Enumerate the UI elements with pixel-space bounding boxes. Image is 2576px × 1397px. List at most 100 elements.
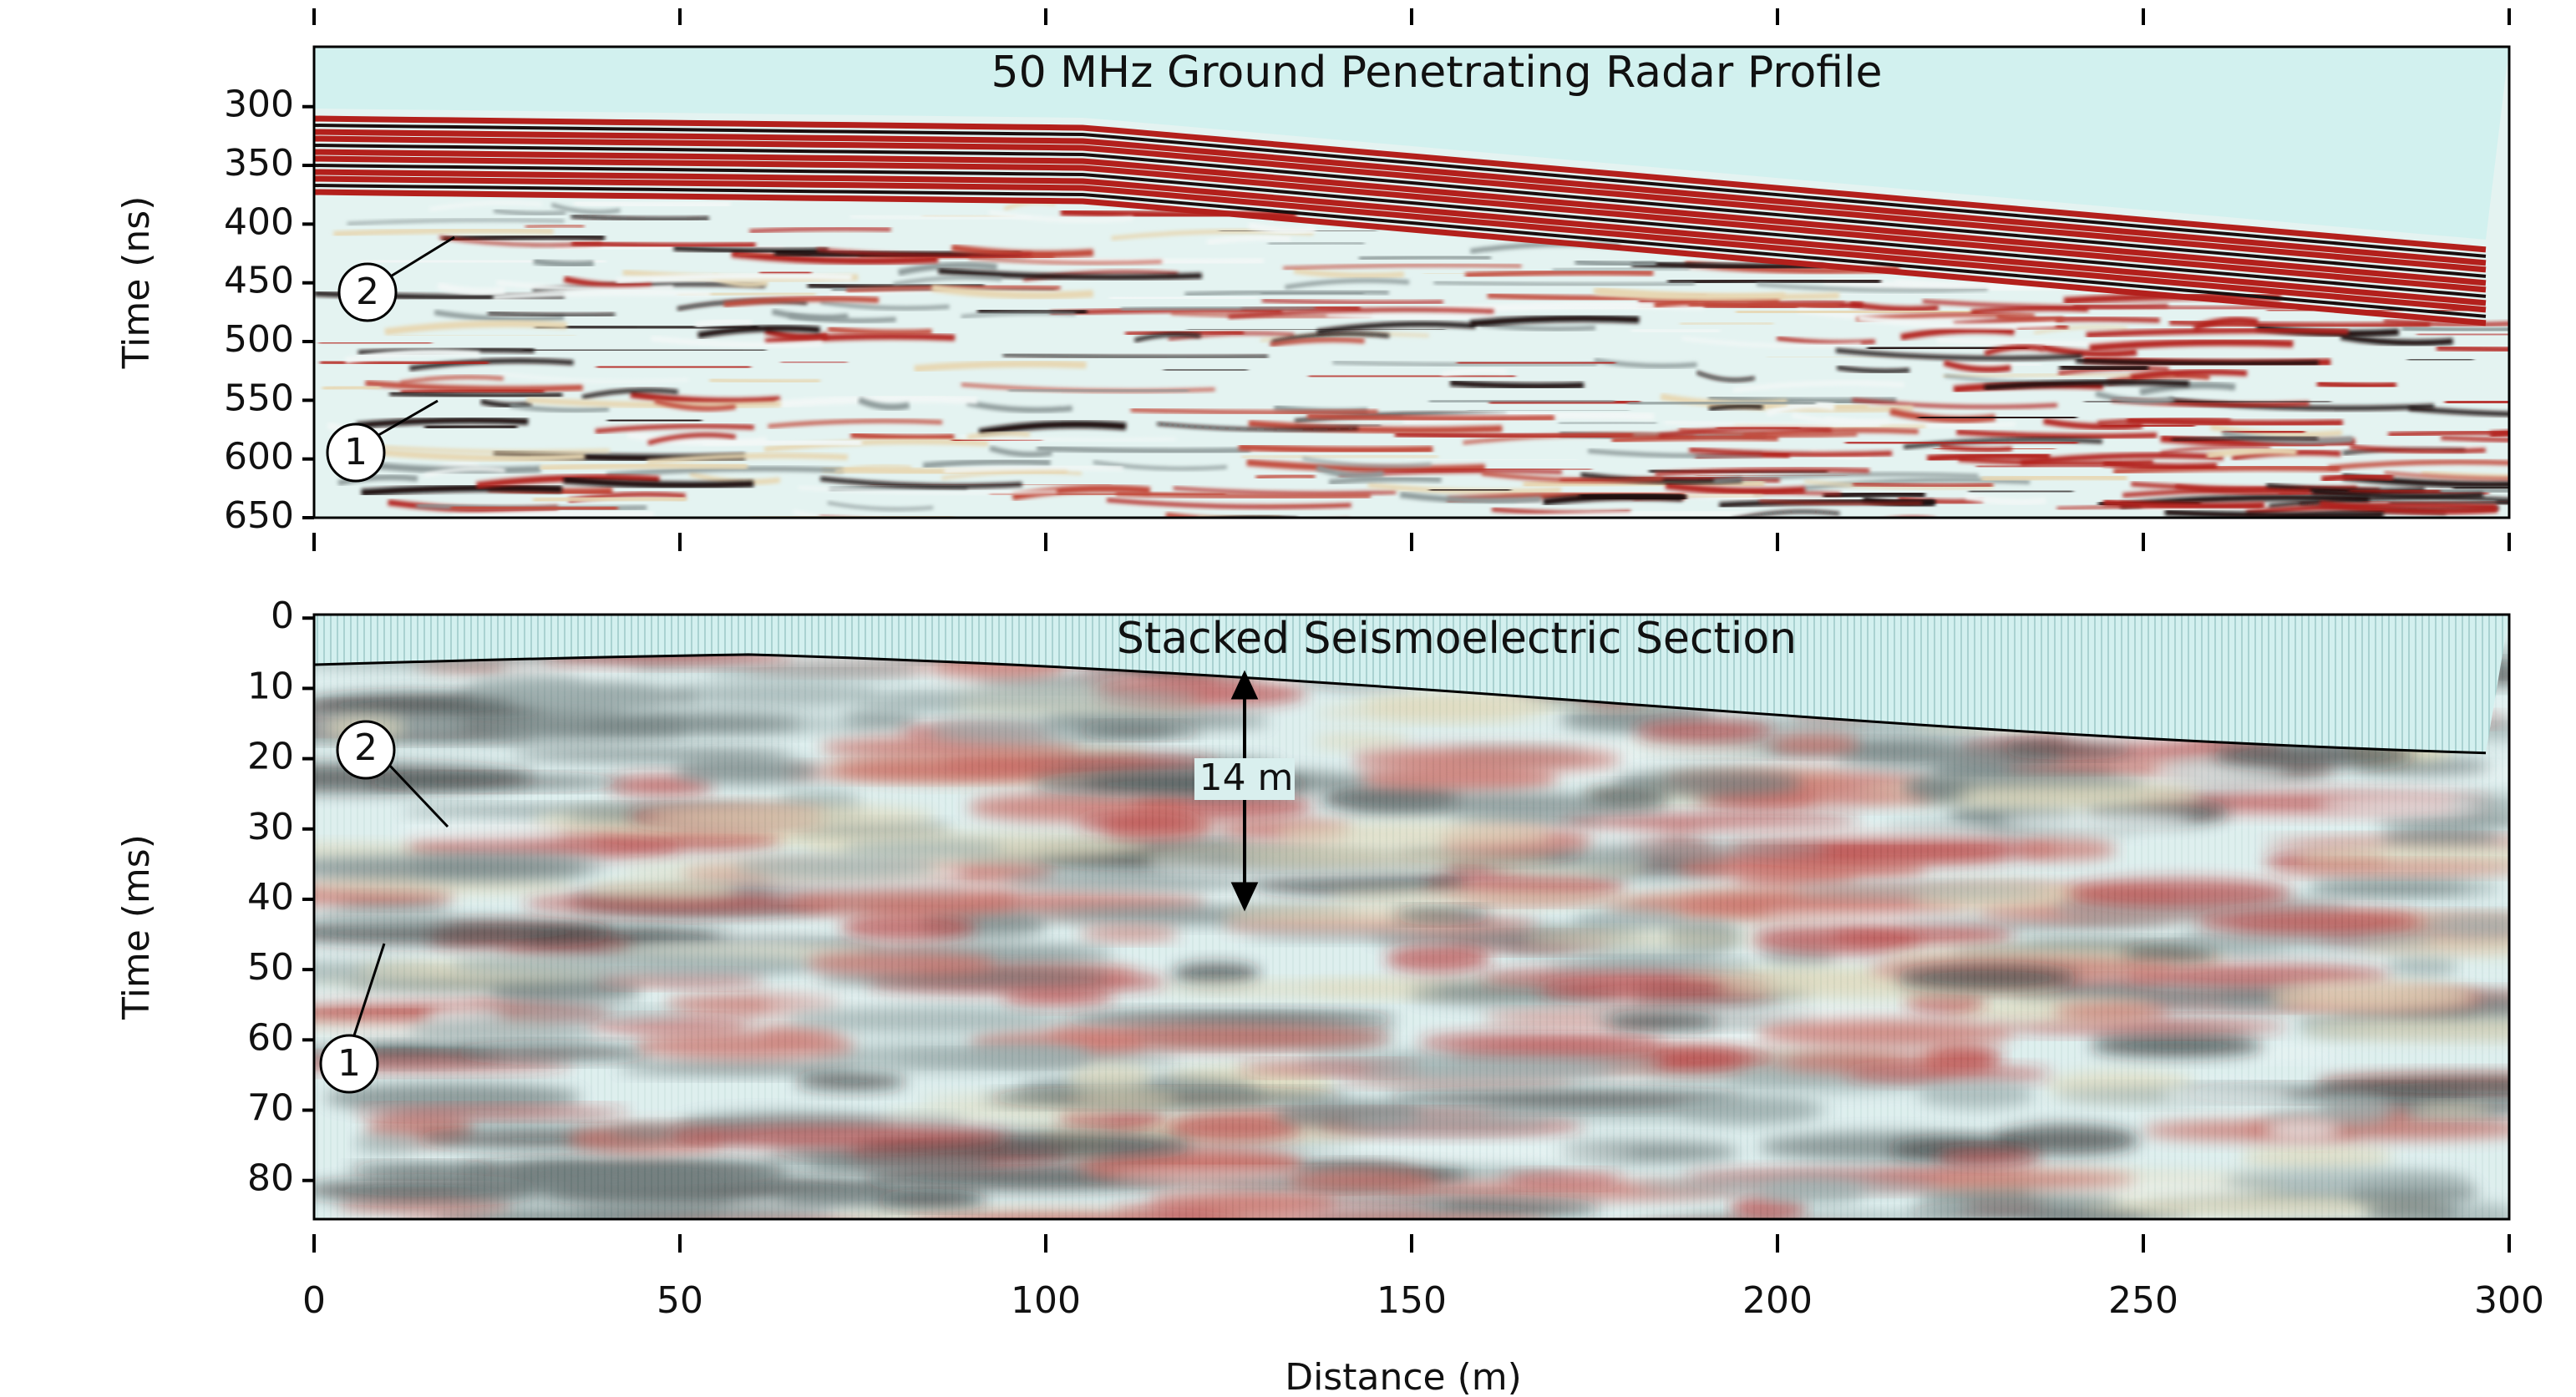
reflection xyxy=(1713,472,1979,483)
reflection xyxy=(630,391,781,405)
reflection xyxy=(2383,319,2509,326)
reflection xyxy=(922,458,1051,468)
reflection xyxy=(389,391,563,398)
reflection xyxy=(1696,371,1756,382)
reflection xyxy=(1302,457,1432,468)
reflection xyxy=(1900,326,2015,341)
reflection xyxy=(697,325,820,339)
x-axis-label: Distance (m) xyxy=(1285,1356,1522,1397)
reflection xyxy=(2245,502,2497,516)
reflection xyxy=(1255,473,1316,480)
reflection xyxy=(2150,523,2289,528)
surface-band xyxy=(314,129,2487,266)
reflection xyxy=(1823,490,1925,500)
reflection xyxy=(2160,445,2271,455)
x-tick-label: 100 xyxy=(1011,1279,1081,1322)
reflection xyxy=(2059,363,2149,372)
reflection xyxy=(1399,491,1542,504)
reflection xyxy=(2130,369,2248,381)
reflection xyxy=(2340,333,2453,347)
reflection xyxy=(437,281,506,296)
reflection xyxy=(1093,460,1228,471)
reflection xyxy=(1940,443,2013,453)
reflection xyxy=(2223,428,2305,436)
reflection xyxy=(1759,499,1923,506)
reflection xyxy=(1981,473,2127,483)
label-background xyxy=(1194,758,1295,800)
reflection xyxy=(1449,379,1585,390)
annotation-circle xyxy=(336,720,396,780)
reflection xyxy=(827,501,934,511)
reflection xyxy=(857,397,910,411)
reflection xyxy=(2042,418,2143,430)
reflection xyxy=(2350,444,2486,454)
reflection xyxy=(1593,287,1786,301)
reflection xyxy=(2095,391,2175,404)
y-tick-label: 400 xyxy=(224,200,294,243)
reflection xyxy=(711,1230,960,1258)
reflection xyxy=(1130,407,1378,415)
reflection xyxy=(1575,258,1657,267)
reflection xyxy=(356,417,529,429)
reflection xyxy=(2316,380,2396,389)
y-tick-label: 20 xyxy=(247,736,294,778)
reflection xyxy=(1479,321,1596,332)
reflection xyxy=(616,272,852,285)
reflection xyxy=(2102,499,2265,510)
reflection xyxy=(960,434,1176,442)
reflection xyxy=(429,200,543,211)
reflection xyxy=(1469,315,1640,327)
reflection xyxy=(2089,338,2294,352)
reflection xyxy=(1106,498,1351,509)
y-tick-label: 600 xyxy=(224,436,294,478)
reflection xyxy=(427,1243,759,1257)
reflection xyxy=(819,476,1022,488)
reflection xyxy=(1248,420,1503,434)
reflection xyxy=(978,420,1127,437)
reflection xyxy=(1241,454,1438,459)
reflection xyxy=(384,320,567,336)
reflection xyxy=(1246,458,1486,473)
reflection xyxy=(399,375,504,385)
reflection xyxy=(897,261,998,276)
reflection xyxy=(1922,299,2168,309)
air-region xyxy=(314,47,2509,240)
y-tick-label: 650 xyxy=(224,494,294,537)
leader-line xyxy=(373,399,439,439)
reflection xyxy=(1228,307,1494,319)
reflection xyxy=(1732,380,1904,392)
reflection xyxy=(1326,310,1495,321)
reflection xyxy=(361,483,563,497)
reflection xyxy=(1853,482,1993,488)
leader-line xyxy=(388,235,455,279)
reflection xyxy=(2158,1236,2467,1258)
reflection xyxy=(525,224,585,229)
reflection xyxy=(1380,1222,1456,1238)
annotation-circle xyxy=(326,423,386,483)
reflection xyxy=(1270,337,1365,347)
reflection xyxy=(653,398,737,412)
reflection xyxy=(1283,264,1522,270)
reflection xyxy=(914,360,1087,372)
reflection xyxy=(1665,482,1806,495)
reflection xyxy=(1579,492,1687,502)
gpr-panel: 50 MHz Ground Penetrating Radar Profile … xyxy=(115,48,1883,483)
reflection xyxy=(1271,332,1390,344)
reflection xyxy=(2222,430,2353,444)
reflection xyxy=(827,326,932,336)
reflection xyxy=(2445,524,2576,529)
reflection xyxy=(595,423,754,434)
reflection xyxy=(749,226,891,234)
reflection xyxy=(709,377,820,384)
reflection xyxy=(1926,452,2051,463)
reflection xyxy=(931,284,1094,300)
y-tick-label: 450 xyxy=(224,260,294,302)
reflection xyxy=(1708,403,1763,412)
reflection xyxy=(1965,493,2046,505)
reflection xyxy=(1109,293,1258,302)
annotation: 2 xyxy=(354,726,378,769)
reflection xyxy=(1826,1235,1926,1258)
reflection xyxy=(1776,336,1876,345)
reflection xyxy=(1133,332,1201,342)
surface-band xyxy=(314,184,2487,318)
